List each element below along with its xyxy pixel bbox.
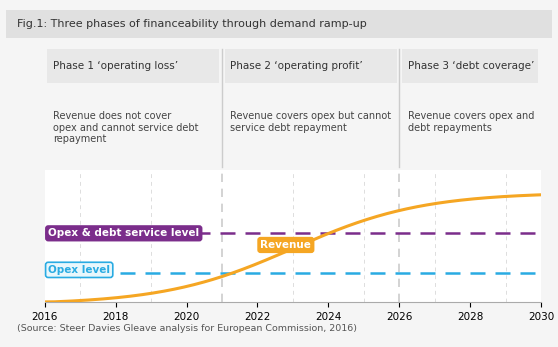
- Text: Phase 2 ‘operating profit’: Phase 2 ‘operating profit’: [230, 61, 363, 71]
- Text: Opex & debt service level: Opex & debt service level: [48, 228, 199, 238]
- Text: (Source: Steer Davies Gleave analysis for European Commission, 2016): (Source: Steer Davies Gleave analysis fo…: [17, 324, 357, 333]
- Text: Opex level: Opex level: [48, 265, 110, 275]
- Text: Phase 3 ‘debt coverage’: Phase 3 ‘debt coverage’: [408, 61, 534, 71]
- Text: Phase 1 ‘operating loss’: Phase 1 ‘operating loss’: [53, 61, 178, 71]
- Text: Revenue does not cover
opex and cannot service debt
repayment: Revenue does not cover opex and cannot s…: [53, 111, 199, 144]
- Text: Fig.1: Three phases of financeability through demand ramp-up: Fig.1: Three phases of financeability th…: [17, 19, 367, 29]
- Text: Revenue covers opex and
debt repayments: Revenue covers opex and debt repayments: [408, 111, 534, 133]
- Text: Revenue: Revenue: [261, 240, 311, 250]
- Text: Revenue covers opex but cannot
service debt repayment: Revenue covers opex but cannot service d…: [230, 111, 392, 133]
